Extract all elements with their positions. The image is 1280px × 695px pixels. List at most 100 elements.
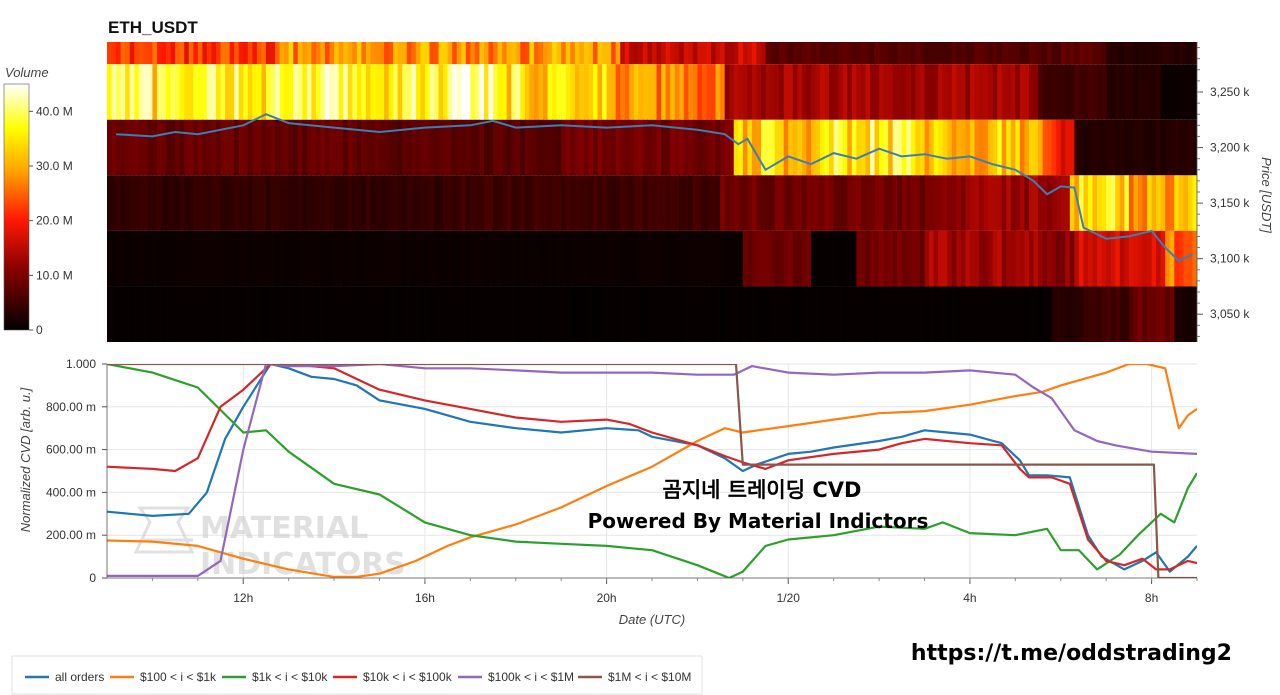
heatmap-cell xyxy=(456,230,462,287)
heatmap-cell xyxy=(679,64,685,120)
heatmap-cell xyxy=(243,175,249,231)
heatmap-cell xyxy=(288,42,294,65)
heatmap-cell xyxy=(1015,175,1021,231)
heatmap-cell xyxy=(538,230,544,287)
cvd-series-line xyxy=(107,364,1197,578)
heatmap-cell xyxy=(397,286,403,342)
heatmap-cell xyxy=(706,286,712,342)
heatmap-cell xyxy=(179,64,185,120)
heatmap-cell xyxy=(711,42,717,65)
heatmap-cell xyxy=(511,230,517,287)
heatmap-cell xyxy=(556,230,562,287)
heatmap-cell xyxy=(1038,175,1044,231)
heatmap-cell xyxy=(270,119,276,176)
heatmap-cell xyxy=(879,119,885,176)
heatmap-cell xyxy=(293,119,299,176)
colorbar-tick-label: 40.0 M xyxy=(36,104,73,118)
heatmap-cell xyxy=(883,286,889,342)
heatmap-cell xyxy=(188,64,194,120)
heatmap-cell xyxy=(520,42,526,65)
heatmap-cell xyxy=(951,286,957,342)
cvd-plot-area xyxy=(107,364,1197,578)
cvd-series-group xyxy=(107,364,1197,578)
heatmap-cell xyxy=(1147,230,1153,287)
heatmap-cell xyxy=(792,42,798,65)
heatmap-cell xyxy=(624,230,630,287)
heatmap-cell xyxy=(720,42,726,65)
heatmap-cell xyxy=(683,286,689,342)
heatmap-cell xyxy=(915,286,921,342)
heatmap-cell xyxy=(129,119,135,176)
heatmap-cell xyxy=(638,64,644,120)
heatmap-cell xyxy=(1006,42,1012,65)
heatmap-cell xyxy=(343,230,349,287)
heatmap-cell xyxy=(1024,175,1030,231)
heatmap-cell xyxy=(692,64,699,120)
heatmap-cell xyxy=(452,230,458,287)
heatmap-cell xyxy=(606,286,612,342)
heatmap-cell xyxy=(992,286,998,342)
heatmap-cell xyxy=(956,286,962,342)
heatmap-cell xyxy=(929,64,935,120)
heatmap-cell xyxy=(1042,119,1048,176)
heatmap-cell xyxy=(297,119,303,176)
heatmap-cell xyxy=(597,230,603,287)
legend-item-label: all orders xyxy=(55,670,104,684)
heatmap-cell xyxy=(107,64,113,120)
heatmap-cell xyxy=(824,119,830,176)
heatmap-cell xyxy=(842,119,848,176)
heatmap-cell xyxy=(742,175,748,231)
heatmap-cell xyxy=(1028,64,1035,120)
heatmap-cell xyxy=(933,64,939,120)
heatmap-cell xyxy=(683,119,689,176)
heatmap-cell xyxy=(906,230,912,287)
heatmap-cell xyxy=(302,42,308,65)
heatmap-cell xyxy=(452,119,458,176)
heatmap-cell xyxy=(347,175,353,231)
heatmap-cell xyxy=(166,230,172,287)
heatmap-cell xyxy=(434,175,440,231)
heatmap-cell xyxy=(747,42,753,65)
heatmap-cell xyxy=(397,64,403,120)
heatmap-cell xyxy=(1028,42,1035,65)
heatmap-cell xyxy=(824,230,830,287)
heatmap-cell xyxy=(334,286,340,342)
heatmap-cell xyxy=(1106,64,1112,120)
heatmap-cell xyxy=(570,230,576,287)
price-line xyxy=(116,113,1193,263)
heatmap-cell xyxy=(588,119,594,176)
heatmap-cell xyxy=(761,42,767,65)
heatmap-cell xyxy=(161,119,167,176)
heatmap-cell xyxy=(838,119,844,176)
heatmap-cell xyxy=(751,119,758,176)
heatmap-cell xyxy=(179,175,185,231)
cvd-x-tick-label: 8h xyxy=(1145,591,1158,605)
heatmap-cell xyxy=(538,64,544,120)
heatmap-cell xyxy=(488,230,494,287)
heatmap-cell xyxy=(924,230,930,287)
heatmap-cell xyxy=(1069,119,1075,176)
heatmap-cell xyxy=(470,64,476,120)
heatmap-cell xyxy=(288,230,294,287)
heatmap-cell xyxy=(720,286,726,342)
heatmap-cell xyxy=(833,64,839,120)
heatmap-cell xyxy=(261,286,267,342)
heatmap-cell xyxy=(347,42,353,65)
heatmap-cell xyxy=(193,64,199,120)
heatmap-cell xyxy=(715,119,721,176)
heatmap-cell xyxy=(293,64,299,120)
heatmap-cell xyxy=(747,64,753,120)
heatmap-cell xyxy=(434,119,440,176)
heatmap-cell xyxy=(1156,230,1162,287)
heatmap-cell xyxy=(956,42,962,65)
heatmap-cell xyxy=(502,64,508,120)
heatmap-cell xyxy=(965,175,971,231)
heatmap-cell xyxy=(665,286,671,342)
heatmap-cell xyxy=(679,175,685,231)
heatmap-cell xyxy=(1110,175,1116,231)
heatmap-cell xyxy=(1142,286,1148,342)
heatmap-cell xyxy=(820,175,826,231)
heatmap-cell xyxy=(1060,42,1066,65)
heatmap-cell xyxy=(692,175,699,231)
heatmap-cell xyxy=(602,230,608,287)
